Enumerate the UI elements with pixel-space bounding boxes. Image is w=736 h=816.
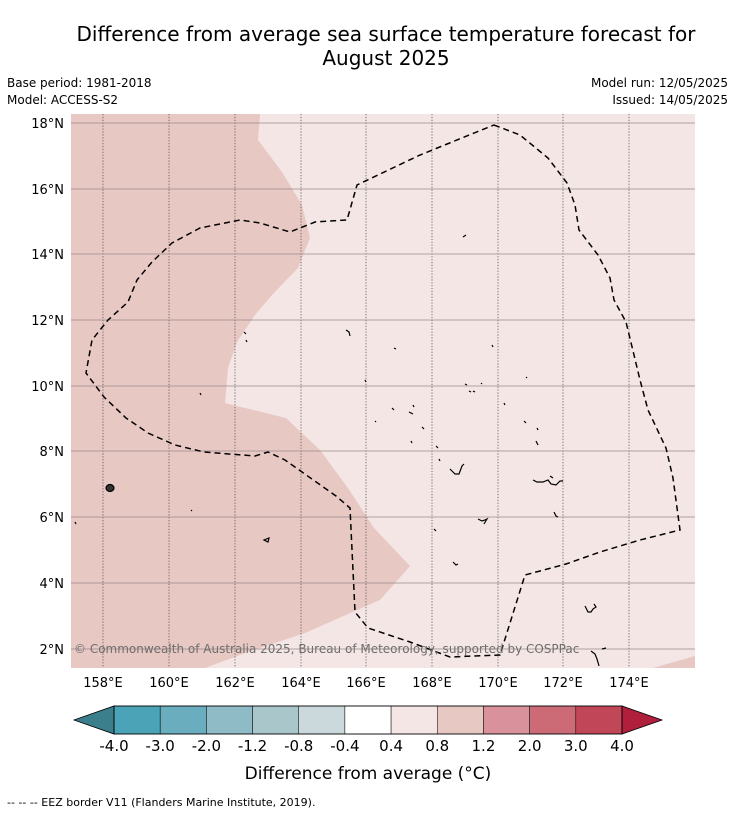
- title-line-2: August 2025: [322, 46, 450, 70]
- colorbar-box: [159, 705, 207, 735]
- colorbar-tick-label: -3.0: [146, 737, 175, 755]
- colorbar-box: [344, 705, 392, 735]
- latitude-label: 8°N: [40, 445, 65, 460]
- colorbar-tick-label: 3.0: [564, 737, 588, 755]
- longitude-label: 168°E: [412, 676, 452, 691]
- colorbar-tick-label: 0.8: [425, 737, 449, 755]
- longitude-label: 174°E: [609, 676, 649, 691]
- longitude-label: 172°E: [543, 676, 583, 691]
- longitude-label: 160°E: [149, 676, 189, 691]
- colorbar-over-arrow: [621, 705, 664, 735]
- latitude-label: 12°N: [31, 314, 64, 329]
- latitude-label: 10°N: [31, 380, 64, 395]
- latitude-label: 6°N: [40, 511, 65, 526]
- colorbar-box: [252, 705, 299, 735]
- latitude-label: 16°N: [31, 183, 64, 198]
- colorbar-box: [437, 705, 484, 735]
- map-area: © Commonwealth of Australia 2025, Bureau…: [71, 114, 695, 668]
- colorbar-tick-label: -2.0: [192, 737, 221, 755]
- longitude-label: 164°E: [281, 676, 321, 691]
- colorbar-box: [298, 705, 346, 735]
- islands: [74, 234, 607, 667]
- colorbar-box: [529, 705, 577, 735]
- latitude-label: 2°N: [40, 643, 65, 658]
- latitude-labels: 18°N 16°N 14°N 12°N 10°N 8°N 6°N 4°N 2°N: [31, 117, 64, 658]
- colorbar-box: [390, 705, 438, 735]
- latitude-lines: [71, 122, 695, 650]
- colorbar-tick-label: 0.4: [379, 737, 403, 755]
- longitude-labels: 158°E 160°E 162°E 164°E 166°E 168°E 170°E 172°E…: [83, 676, 649, 691]
- graticule: [102, 114, 630, 668]
- colorbar-outline: [113, 705, 623, 735]
- model-name: Model: ACCESS-S2: [7, 93, 119, 107]
- colorbar-boxes: [113, 705, 623, 735]
- latitude-label: 18°N: [31, 117, 64, 132]
- anomaly-0-8-region: [71, 114, 410, 668]
- base-period: Base period: 1981-2018: [7, 76, 152, 90]
- colorbar-box: [206, 705, 253, 735]
- meta-left: Base period: 1981-2018 Model: ACCESS-S2: [7, 75, 152, 109]
- latitude-label: 14°N: [31, 248, 64, 263]
- colorbar-box: [113, 705, 161, 735]
- map-title: Difference from average sea surface temp…: [0, 22, 736, 70]
- meta-right: Model run: 12/05/2025 Issued: 14/05/2025: [591, 75, 728, 109]
- copyright-text: © Commonwealth of Australia 2025, Bureau…: [74, 642, 579, 656]
- model-run: Model run: 12/05/2025: [590, 76, 728, 90]
- colorbar-box: [483, 705, 530, 735]
- eez-footnote: -- -- -- EEZ border V11 (Flanders Marine…: [7, 796, 316, 809]
- latitude-label: 4°N: [40, 577, 65, 592]
- longitude-label: 170°E: [478, 676, 518, 691]
- colorbar-tick-label: -0.8: [284, 737, 313, 755]
- colorbar-tick-label: -1.2: [238, 737, 267, 755]
- colorbar-tick-label: 1.2: [472, 737, 496, 755]
- longitude-label: 158°E: [83, 676, 123, 691]
- colorbar-box: [575, 705, 623, 735]
- title-line-1: Difference from average sea surface temp…: [76, 22, 696, 46]
- issued-date: Issued: 14/05/2025: [612, 93, 728, 107]
- colorbar-tick-label: -4.0: [99, 737, 128, 755]
- eez-border: [85, 124, 681, 658]
- colorbar: -4.0 -3.0 -2.0 -1.2 -0.8 -0.4 0.4 0.8 1.2 2.0 3.0 4…: [72, 705, 664, 755]
- colorbar-ticks: -4.0 -3.0 -2.0 -1.2 -0.8 -0.4 0.4 0.8 1.2 2.0 3.0 4…: [99, 737, 634, 755]
- longitude-label: 166°E: [346, 676, 386, 691]
- colorbar-tick-label: -0.4: [330, 737, 359, 755]
- colorbar-tick-label: 4.0: [610, 737, 634, 755]
- longitude-label: 162°E: [215, 676, 255, 691]
- colorbar-tick-label: 2.0: [518, 737, 542, 755]
- anomaly-0-8-region-corner: [653, 656, 695, 668]
- colorbar-label: Difference from average (°C): [244, 764, 492, 784]
- colorbar-under-arrow: [72, 705, 115, 735]
